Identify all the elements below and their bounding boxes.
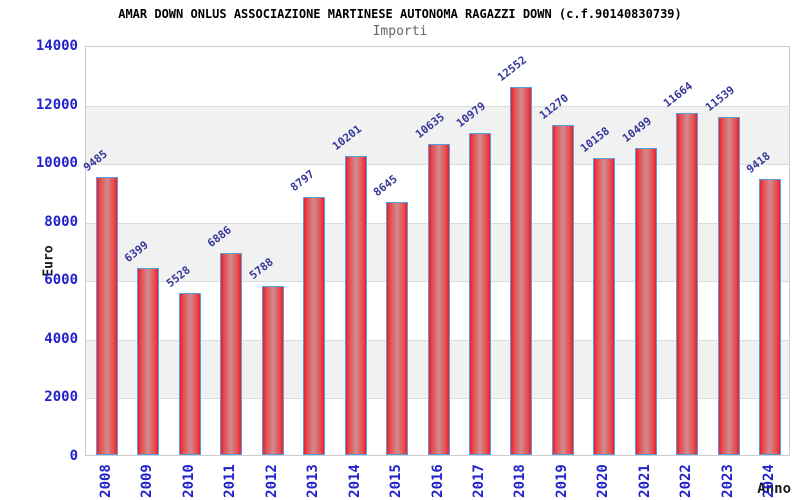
x-tick-label: 2012: [263, 464, 280, 498]
bar: [634, 147, 657, 455]
bar: [468, 133, 491, 455]
x-tick-label: 2021: [636, 464, 653, 498]
bar: [593, 157, 616, 455]
y-tick-label: 14000: [35, 38, 78, 54]
x-tick-label: 2017: [470, 464, 487, 498]
bar: [261, 285, 284, 455]
y-tick-label: 12000: [35, 96, 78, 113]
y-tick-label: 8000: [44, 213, 78, 230]
x-tick-label: 2024: [761, 464, 778, 498]
y-tick-label: 6000: [44, 272, 78, 289]
y-tick-label: 4000: [44, 330, 78, 347]
bar: [220, 253, 243, 455]
x-tick-label: 2018: [512, 464, 529, 498]
x-tick-label: 2008: [97, 464, 114, 498]
x-tick-label: 2023: [719, 464, 736, 498]
bar: [427, 143, 450, 455]
x-axis-title: Anno: [757, 481, 791, 497]
bar: [178, 293, 201, 455]
x-tick-label: 2009: [139, 464, 156, 498]
x-tick-label: 2015: [388, 464, 405, 498]
x-tick-label: 2016: [429, 464, 446, 498]
x-tick-label: 2014: [346, 464, 363, 498]
chart-subtitle: Importi: [372, 24, 428, 39]
bar: [510, 87, 533, 455]
bar: [759, 179, 782, 455]
grid-line: [86, 105, 789, 107]
y-tick-label: 10000: [35, 155, 78, 172]
y-tick-label: 0: [69, 448, 78, 464]
x-tick-label: 2011: [222, 464, 239, 498]
y-tick-label: 2000: [44, 389, 78, 406]
bar: [717, 117, 740, 455]
bar: [676, 113, 699, 455]
bar: [95, 177, 118, 455]
x-tick-label: 2020: [595, 464, 612, 498]
x-tick-label: 2022: [678, 464, 695, 498]
bar: [137, 267, 160, 455]
x-tick-label: 2013: [305, 464, 322, 498]
bar-value-label: 8797: [288, 167, 317, 195]
bar: [551, 124, 574, 455]
bar: [344, 156, 367, 455]
chart-title: AMAR DOWN ONLUS ASSOCIAZIONE MARTINESE A…: [118, 7, 682, 21]
bar-value-label: 8645: [371, 172, 400, 199]
bar-value-label: 12552: [495, 53, 530, 85]
x-tick-label: 2019: [553, 464, 570, 498]
x-tick-label: 2010: [180, 464, 197, 498]
bar: [303, 197, 326, 455]
bar: [386, 201, 409, 455]
plot-area: 9485 6399 5528 6886 5788 8797 10201 8645 10635 10…: [81, 46, 790, 456]
